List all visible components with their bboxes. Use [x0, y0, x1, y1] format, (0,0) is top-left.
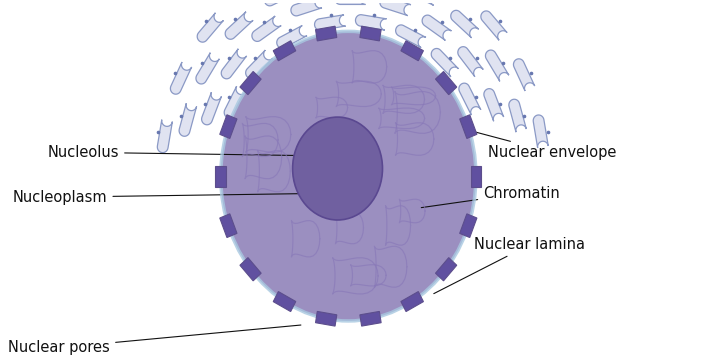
Polygon shape: [335, 0, 366, 4]
Polygon shape: [197, 13, 224, 42]
Text: Chromatin: Chromatin: [422, 186, 560, 208]
Polygon shape: [215, 166, 226, 187]
Polygon shape: [221, 31, 476, 321]
Polygon shape: [315, 26, 337, 41]
Polygon shape: [220, 115, 237, 139]
Polygon shape: [315, 311, 337, 326]
Polygon shape: [240, 258, 261, 281]
Polygon shape: [315, 15, 346, 30]
Polygon shape: [224, 86, 246, 118]
Polygon shape: [196, 53, 219, 84]
Text: Nuclear envelope: Nuclear envelope: [470, 131, 616, 160]
Polygon shape: [513, 59, 535, 91]
Polygon shape: [277, 25, 307, 48]
Polygon shape: [252, 16, 281, 41]
Polygon shape: [470, 166, 481, 187]
Polygon shape: [240, 71, 261, 95]
Polygon shape: [291, 0, 322, 16]
Polygon shape: [246, 50, 272, 79]
Polygon shape: [273, 41, 296, 61]
Polygon shape: [431, 49, 458, 77]
Polygon shape: [509, 99, 526, 132]
Polygon shape: [460, 115, 477, 139]
Text: Nuclear pores: Nuclear pores: [9, 325, 301, 355]
Polygon shape: [459, 83, 481, 115]
Polygon shape: [422, 15, 452, 40]
Polygon shape: [407, 0, 438, 5]
Polygon shape: [273, 292, 296, 312]
Polygon shape: [265, 0, 295, 6]
Text: Nucleolus: Nucleolus: [47, 145, 308, 160]
Polygon shape: [396, 25, 426, 47]
Polygon shape: [225, 12, 253, 39]
Polygon shape: [179, 104, 196, 136]
Polygon shape: [533, 115, 549, 148]
Polygon shape: [484, 89, 503, 121]
Polygon shape: [236, 0, 265, 1]
Polygon shape: [460, 214, 477, 237]
Polygon shape: [401, 41, 424, 61]
Polygon shape: [401, 292, 424, 312]
Polygon shape: [220, 214, 237, 237]
Text: Nuclear lamina: Nuclear lamina: [434, 237, 585, 294]
Ellipse shape: [293, 117, 382, 220]
Polygon shape: [451, 10, 479, 38]
Text: Nucleoplasm: Nucleoplasm: [13, 190, 308, 205]
Polygon shape: [380, 0, 411, 16]
Polygon shape: [485, 50, 509, 81]
Polygon shape: [360, 311, 381, 326]
Polygon shape: [435, 71, 457, 95]
Polygon shape: [360, 26, 381, 41]
Polygon shape: [435, 258, 457, 281]
Polygon shape: [481, 11, 507, 40]
Polygon shape: [171, 62, 191, 94]
Text: Endoplasmic
reticulum: Endoplasmic reticulum: [0, 356, 1, 357]
Polygon shape: [356, 15, 386, 30]
Polygon shape: [222, 49, 247, 79]
Polygon shape: [157, 120, 172, 153]
Polygon shape: [458, 47, 483, 77]
Polygon shape: [201, 92, 222, 125]
